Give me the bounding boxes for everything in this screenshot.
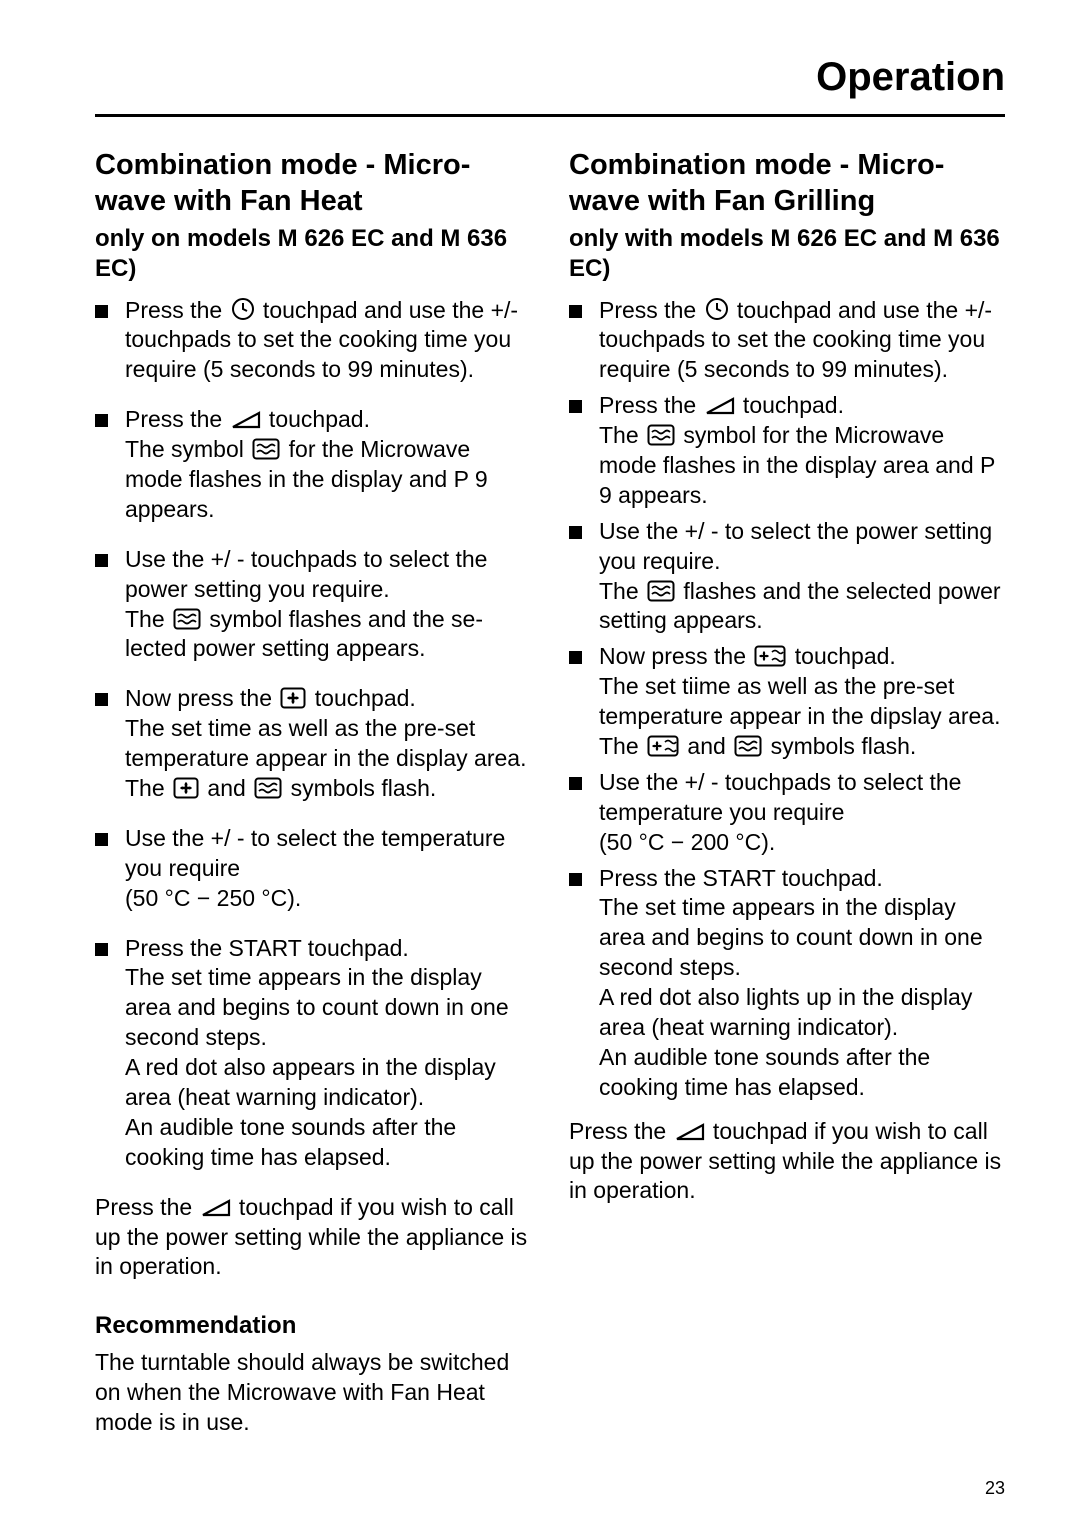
content-columns: Combination mode - Micro­wave with Fan H… <box>95 147 1005 1456</box>
list-item: Now press the touchpad. The set time as … <box>95 684 531 804</box>
list-item: Use the +/ - to select the tempera­ture … <box>95 824 531 914</box>
left-steps: Press the touchpad and use the +/- touch… <box>95 296 531 1173</box>
list-item: Press the touchpad and use the +/- touch… <box>95 296 531 386</box>
right-column: Combination mode - Micro­wave with Fan G… <box>569 147 1005 1456</box>
fan-grill-icon <box>754 645 786 667</box>
list-item: Use the +/ - touchpads to select the tem… <box>569 768 1005 858</box>
left-footer-note: Press the touchpad if you wish to call u… <box>95 1193 531 1283</box>
clock-icon <box>231 297 255 321</box>
microwave-icon <box>173 608 201 630</box>
list-item: Use the +/ - touchpads to select the pow… <box>95 545 531 665</box>
page-number: 23 <box>985 1478 1005 1499</box>
fan-icon <box>173 777 199 799</box>
microwave-icon <box>254 777 282 799</box>
microwave-icon <box>647 424 675 446</box>
right-section-title: Combination mode - Micro­wave with Fan G… <box>569 147 1005 220</box>
list-item: Press the touchpad. The symbol for the M… <box>569 391 1005 511</box>
triangle-icon <box>705 396 735 416</box>
right-footer-note: Press the touchpad if you wish to call u… <box>569 1117 1005 1207</box>
list-item: Press the touchpad. The symbol for the M… <box>95 405 531 525</box>
list-item: Press the touchpad and use the +/- touch… <box>569 296 1005 386</box>
left-column: Combination mode - Micro­wave with Fan H… <box>95 147 531 1456</box>
list-item: Press the START touchpad. The set time a… <box>95 934 531 1173</box>
recommendation-body: The turntable should always be switched … <box>95 1348 531 1438</box>
list-item: Now press the touchpad. The set tiime as… <box>569 642 1005 762</box>
page-header: Operation <box>95 55 1005 117</box>
clock-icon <box>705 297 729 321</box>
triangle-icon <box>201 1198 231 1218</box>
right-subtitle: only with models M 626 EC and M 636 EC) <box>569 224 1005 284</box>
left-subtitle: only on models M 626 EC and M 636 EC) <box>95 224 531 284</box>
fan-grill-icon <box>647 735 679 757</box>
right-steps: Press the touchpad and use the +/- touch… <box>569 296 1005 1103</box>
page-title: Operation <box>95 55 1005 100</box>
list-item: Press the START touchpad. The set time a… <box>569 864 1005 1103</box>
triangle-icon <box>675 1122 705 1142</box>
list-item: Use the +/ - to select the power set­tin… <box>569 517 1005 637</box>
recommendation-title: Recommendation <box>95 1312 531 1340</box>
microwave-icon <box>647 580 675 602</box>
left-section-title: Combination mode - Micro­wave with Fan H… <box>95 147 531 220</box>
fan-icon <box>280 687 306 709</box>
microwave-icon <box>252 438 280 460</box>
microwave-icon <box>734 735 762 757</box>
triangle-icon <box>231 410 261 430</box>
